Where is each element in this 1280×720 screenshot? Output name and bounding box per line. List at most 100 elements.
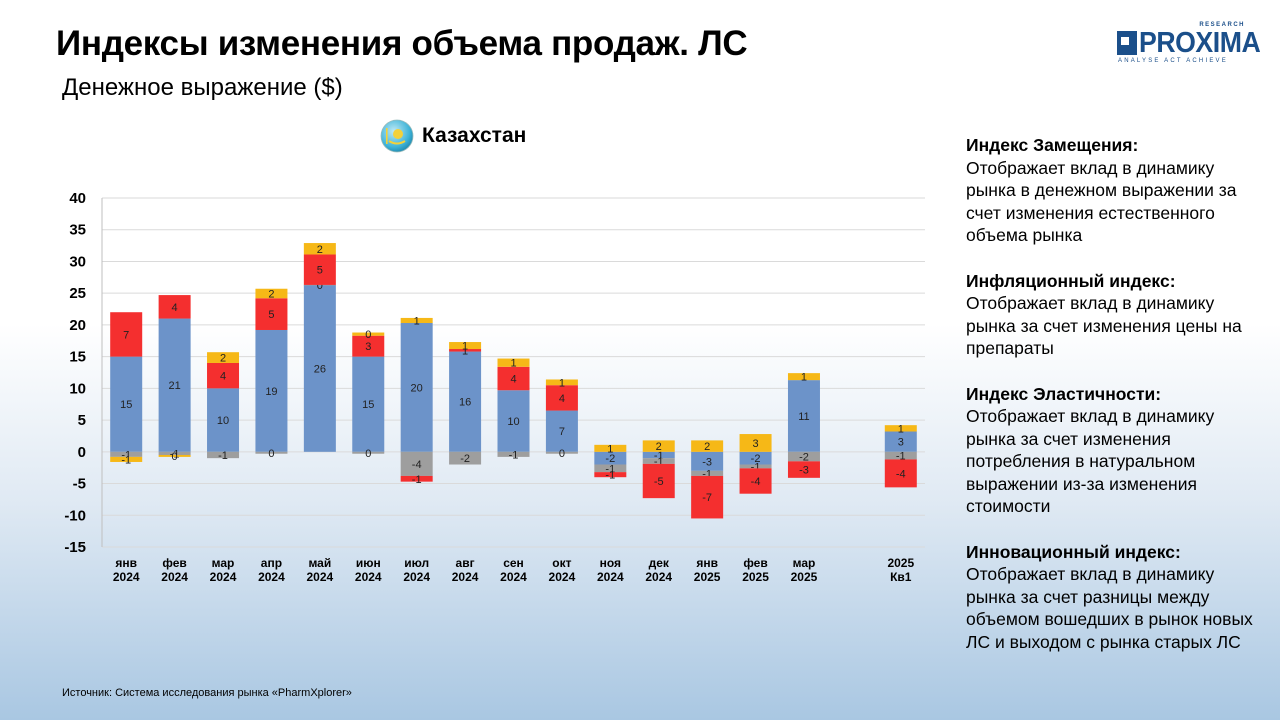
y-tick-label: -5 — [73, 476, 86, 493]
bar-segment-substitution — [352, 356, 385, 452]
x-tick-label: 2024 — [500, 570, 527, 584]
data-label-innovation: 1 — [510, 358, 516, 370]
bar-segment-inflation — [691, 475, 724, 519]
bar-segment-inflation — [739, 468, 772, 494]
data-label-innovation: 2 — [268, 288, 274, 300]
bar-segment-elasticity — [545, 451, 578, 454]
bar-segment-innovation — [545, 379, 578, 386]
data-label-substitution: 20 — [411, 382, 423, 394]
bar-segment-substitution — [787, 380, 820, 452]
x-tick-label: окт — [552, 556, 571, 570]
data-label-innovation: 2 — [317, 244, 323, 256]
bar-segment-innovation — [303, 243, 336, 255]
bar-segment-substitution — [255, 329, 288, 452]
bar-segment-substitution — [497, 390, 530, 452]
data-label-elasticity: -1 — [654, 456, 664, 468]
data-label-substitution: 10 — [507, 416, 519, 428]
x-tick-label: ноя — [600, 556, 621, 570]
x-tick-label: июн — [356, 556, 381, 570]
data-label-substitution: -2 — [605, 453, 615, 465]
bar-segment-innovation — [110, 456, 143, 462]
description-text: Отображает вклад в динамику рынка за сче… — [966, 564, 1253, 652]
data-label-elasticity: -4 — [412, 459, 422, 471]
stacked-bar-chart: 4035302520151050-5-10-1515-17-1янв202421… — [64, 190, 925, 584]
bar-segment-substitution — [739, 451, 772, 465]
data-label-substitution: 26 — [314, 363, 326, 375]
data-label-inflation: 5 — [317, 265, 323, 277]
data-label-inflation: 1 — [462, 345, 468, 357]
x-tick-label: май — [308, 556, 331, 570]
bar-segment-substitution — [545, 410, 578, 452]
bar-segment-elasticity — [449, 451, 482, 465]
bar-segment-elasticity — [497, 451, 530, 457]
description-inflation: Инфляционный индекс: Отображает вклад в … — [966, 270, 1266, 360]
index-descriptions: Индекс Замещения: Отображает вклад в дин… — [966, 134, 1266, 676]
bar-segment-substitution — [449, 351, 482, 452]
y-tick-label: 35 — [69, 222, 86, 239]
data-label-substitution: 19 — [265, 386, 277, 398]
bar-segment-substitution — [642, 451, 675, 459]
bar-segment-innovation — [691, 440, 724, 452]
page-title: Индексы изменения объема продаж. ЛС — [56, 24, 748, 63]
data-label-elasticity: -1 — [896, 451, 906, 463]
bar-segment-inflation — [352, 335, 385, 357]
data-label-elasticity: -2 — [799, 452, 809, 464]
data-label-inflation: -4 — [896, 468, 906, 480]
data-label-elasticity: -2 — [460, 453, 470, 465]
x-tick-label: Кв1 — [890, 570, 912, 584]
bar-segment-substitution — [207, 388, 240, 452]
bar-segment-inflation — [449, 349, 482, 352]
data-label-inflation: -7 — [702, 492, 712, 504]
bar-segment-inflation — [642, 463, 675, 499]
data-label-substitution: 3 — [898, 437, 904, 449]
bar-segment-substitution — [884, 431, 917, 452]
logo-square-icon — [1117, 31, 1137, 55]
bar-segment-elasticity — [158, 451, 191, 455]
bar-segment-inflation — [303, 254, 336, 285]
data-label-inflation: 4 — [220, 371, 226, 383]
description-heading: Инновационный индекс: — [966, 541, 1181, 562]
bar-segment-inflation — [110, 312, 143, 357]
data-label-elasticity: -1 — [605, 463, 615, 475]
bar-segment-elasticity — [255, 451, 288, 454]
data-label-substitution: -2 — [751, 453, 761, 465]
description-text: Отображает вклад в динамику рынка за сче… — [966, 293, 1242, 358]
x-tick-label: фев — [162, 556, 186, 570]
x-tick-label: 2024 — [113, 570, 140, 584]
data-label-elasticity: -1 — [218, 450, 228, 462]
x-tick-label: 2024 — [549, 570, 576, 584]
bar-segment-innovation — [739, 434, 772, 452]
bar-segment-inflation — [255, 298, 288, 330]
source-note: Источник: Система исследования рынка «Ph… — [62, 687, 352, 699]
data-label-inflation: 7 — [123, 329, 129, 341]
bar-segment-inflation — [497, 366, 530, 391]
y-tick-label: -15 — [64, 539, 86, 556]
bar-segment-elasticity — [110, 451, 143, 457]
x-tick-label: дек — [649, 556, 670, 570]
x-tick-label: 2025 — [694, 570, 721, 584]
data-label-inflation: -1 — [605, 470, 615, 482]
data-label-substitution: 7 — [559, 426, 565, 438]
description-substitution: Индекс Замещения: Отображает вклад в дин… — [966, 134, 1266, 247]
x-tick-label: 2025 — [742, 570, 769, 584]
data-label-inflation: 4 — [172, 302, 178, 314]
description-elasticity: Индекс Эластичности: Отображает вклад в … — [966, 383, 1266, 518]
x-tick-label: 2024 — [645, 570, 672, 584]
country-name: Казахстан — [422, 124, 527, 147]
x-tick-label: 2025 — [887, 556, 914, 570]
y-tick-label: 0 — [78, 444, 86, 461]
data-label-elasticity: -1 — [509, 449, 519, 461]
bar-segment-substitution — [110, 356, 143, 452]
bar-segment-elasticity — [884, 451, 917, 460]
data-label-elasticity: -1 — [121, 449, 131, 461]
x-tick-label: сен — [503, 556, 524, 570]
logo-research-text: RESEARCH — [1199, 22, 1245, 28]
data-label-substitution: 16 — [459, 397, 471, 409]
bar-segment-innovation — [884, 425, 917, 432]
data-label-inflation: 4 — [510, 374, 516, 386]
data-label-inflation: -1 — [412, 474, 422, 486]
y-tick-label: -10 — [64, 507, 86, 524]
y-tick-label: 40 — [69, 190, 86, 207]
bar-segment-elasticity — [352, 451, 385, 454]
x-tick-label: июл — [404, 556, 429, 570]
